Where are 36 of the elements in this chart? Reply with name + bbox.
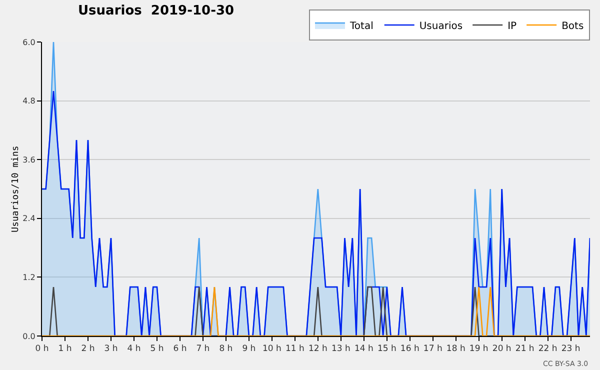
y-tick-label: 3.6 (22, 155, 36, 164)
y-tick-label: 4.8 (22, 96, 36, 106)
x-tick-label: 10 h (262, 344, 282, 354)
y-tick-label: 2.4 (22, 214, 36, 224)
legend-label: Bots (562, 20, 584, 32)
legend-label: IP (508, 20, 517, 32)
x-tick-label: 16 h (400, 344, 420, 354)
x-tick-label: 13 h (331, 344, 350, 354)
chart-title: Usuarios 2019-10-30 (78, 4, 234, 19)
y-axis-title: Usuarios/10 mins (11, 146, 22, 232)
x-tick-label: 3 h (104, 344, 118, 354)
x-tick-label: 14 h (354, 344, 374, 354)
x-tick-label: 5 h (150, 344, 164, 354)
x-tick-label: 17 h (423, 344, 442, 354)
x-tick-label: 4 h (127, 344, 141, 354)
x-tick-label: 2 h (81, 344, 95, 354)
x-tick-label: 19 h (469, 344, 488, 354)
y-tick-label: 1.2 (22, 273, 36, 282)
x-tick-label: 20 h (492, 344, 512, 354)
y-tick-label: 0.0 (22, 332, 36, 341)
x-tick-label: 12 h (308, 344, 328, 354)
x-tick-label: 1 h (58, 344, 72, 354)
x-tick-label: 11 h (285, 344, 304, 354)
x-tick-label: 9 h (242, 344, 256, 354)
x-tick-label: 18 h (446, 344, 466, 354)
x-tick-label: 15 h (377, 344, 396, 354)
x-tick-label: 22 h (538, 344, 558, 354)
y-tick-label: 6.0 (22, 38, 36, 47)
x-tick-label: 6 h (173, 344, 187, 354)
x-tick-label: 7 h (196, 344, 210, 354)
legend-label: Total (349, 20, 374, 32)
x-tick-label: 8 h (219, 344, 233, 354)
x-tick-label: 23 h (561, 344, 580, 354)
x-tick-label: 0 h (35, 344, 49, 354)
legend-label: Usuarios (419, 20, 463, 32)
x-tick-label: 21 h (515, 344, 534, 354)
